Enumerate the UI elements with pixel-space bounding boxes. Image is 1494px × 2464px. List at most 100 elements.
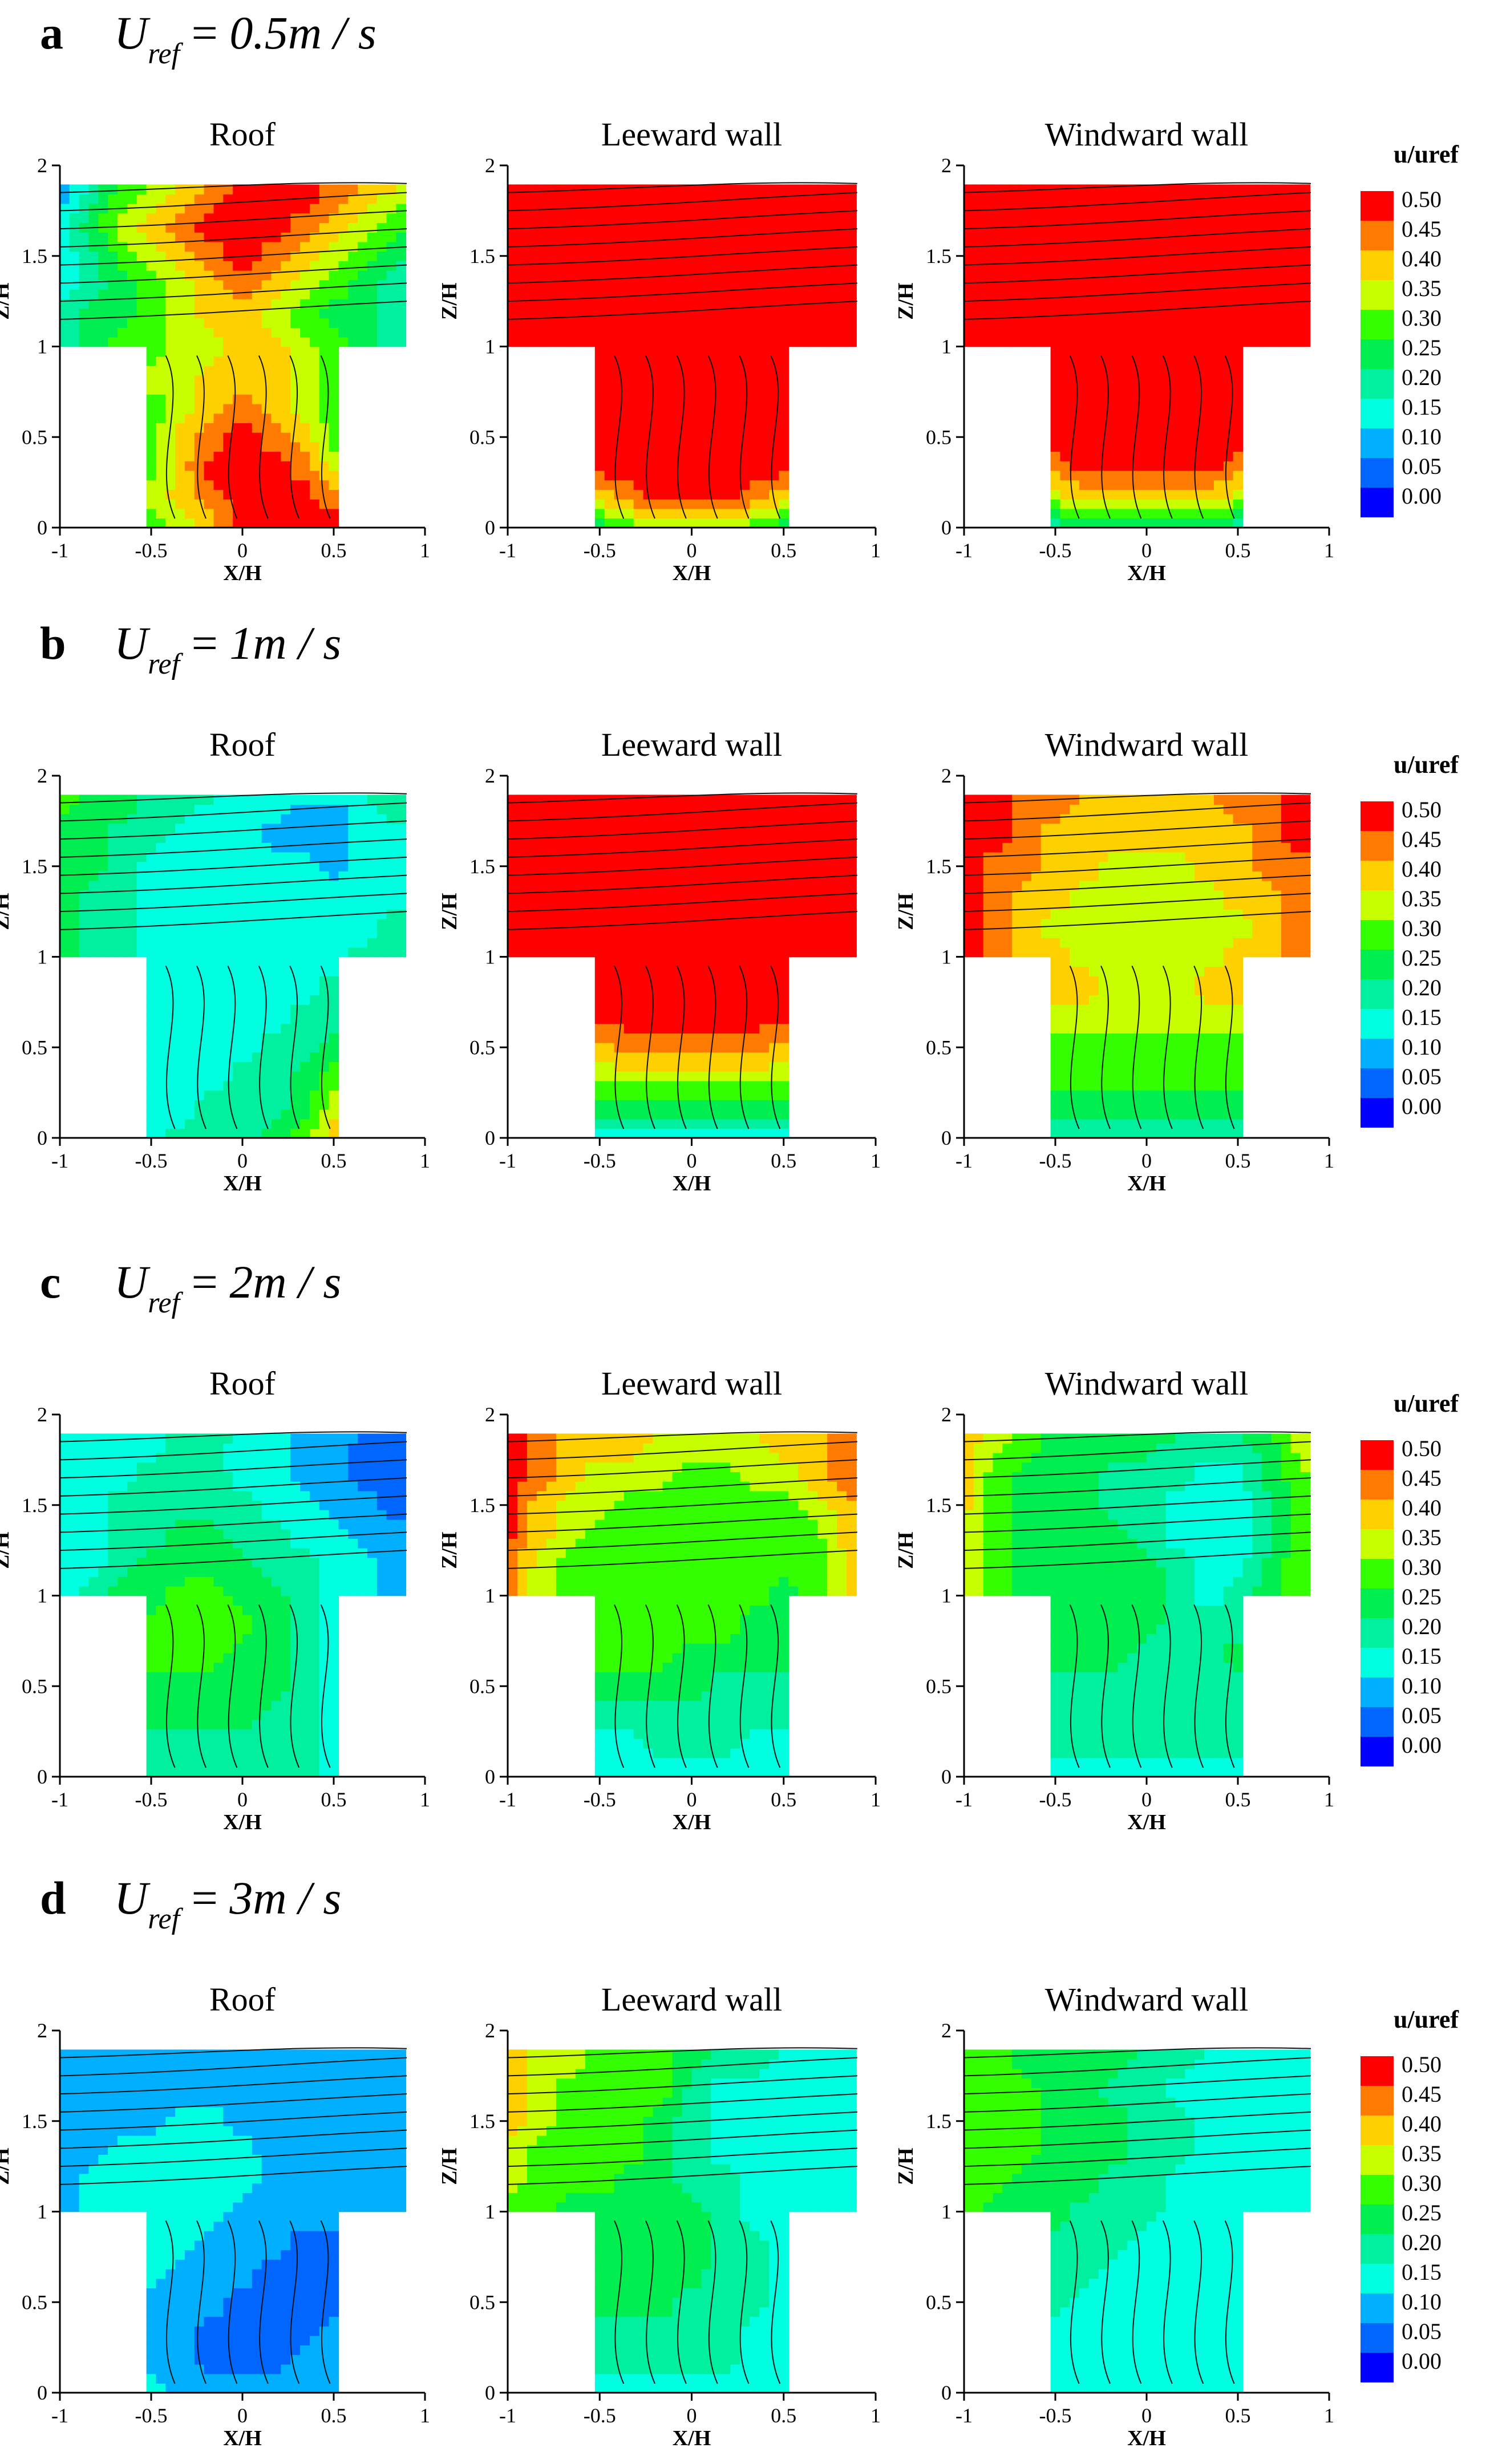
contour-cell: [517, 213, 528, 224]
contour-cell: [309, 375, 320, 386]
contour-cell: [281, 1109, 291, 1120]
contour-cell: [817, 203, 828, 214]
contour-cell: [1002, 337, 1013, 347]
contour-cell: [779, 308, 789, 319]
contour-cell: [367, 251, 378, 261]
contour-cell: [556, 909, 566, 919]
contour-cell: [1242, 203, 1253, 214]
contour-cell: [517, 938, 528, 948]
contour-cell: [720, 194, 731, 204]
contour-cell: [290, 871, 301, 881]
contour-cell: [252, 852, 262, 862]
contour-cell: [585, 327, 596, 338]
contour-cell: [691, 384, 702, 395]
contour-cell: [329, 337, 339, 347]
contour-cell: [614, 346, 625, 356]
contour-cell: [376, 232, 387, 242]
contour-cell: [88, 261, 99, 271]
contour-cell: [146, 327, 157, 338]
contour-cell: [1156, 337, 1167, 347]
contour-cell: [779, 270, 789, 281]
contour-cell: [213, 441, 224, 452]
contour-cell: [1213, 261, 1224, 271]
contour-cell: [156, 1023, 166, 1034]
contour-cell: [1050, 194, 1061, 204]
contour-cell: [386, 890, 397, 900]
x-axis-label: X/H: [1127, 561, 1166, 585]
contour-cell: [319, 938, 330, 948]
contour-cell: [556, 298, 566, 309]
contour-cell: [730, 928, 741, 938]
streamline: [165, 965, 176, 1129]
contour-cell: [711, 966, 722, 976]
contour-cell: [367, 270, 378, 281]
contour-cell: [759, 1052, 770, 1063]
contour-cell: [194, 384, 205, 395]
contour-cell: [720, 441, 731, 452]
contour-cell: [338, 337, 349, 347]
contour-cell: [194, 852, 205, 862]
contour-cell: [367, 241, 378, 252]
contour-cell: [175, 279, 185, 290]
contour-cell: [614, 1128, 625, 1138]
contour-cell: [517, 899, 528, 910]
contour-cell: [730, 451, 741, 461]
contour-cell: [759, 480, 770, 490]
contour-cell: [233, 327, 243, 338]
contour-cell: [184, 499, 195, 509]
contour-cell: [175, 441, 185, 452]
contour-cell: [69, 318, 80, 328]
contour-cell: [536, 194, 547, 204]
contour-cell: [204, 957, 214, 967]
contour-cell: [750, 451, 760, 461]
contour-cell: [720, 251, 731, 261]
contour-cell: [358, 279, 368, 290]
contour-cell: [788, 222, 799, 233]
contour-cell: [614, 947, 625, 958]
contour-cell: [338, 184, 349, 194]
contour-cell: [233, 1042, 243, 1053]
contour-cell: [329, 813, 339, 824]
contour-cell: [175, 1100, 185, 1110]
contour-cell: [60, 861, 70, 872]
contour-cell: [546, 337, 557, 347]
contour-cell: [290, 909, 301, 919]
contour-cell: [769, 346, 780, 356]
contour-cell: [837, 938, 847, 948]
contour-cell: [194, 1014, 205, 1024]
contour-cell: [309, 1014, 320, 1024]
contour-cell: [319, 909, 330, 919]
contour-cell: [136, 938, 147, 948]
contour-cell: [242, 1118, 253, 1129]
axes: [52, 775, 426, 1146]
contour-cell: [1098, 403, 1109, 414]
contour-cell: [261, 461, 272, 471]
contour-cell: [623, 1109, 634, 1120]
contour-cell: [271, 346, 282, 356]
contour-cell: [204, 975, 214, 986]
contour-cell: [1204, 365, 1214, 376]
contour-cell: [213, 508, 224, 519]
contour-cell: [750, 985, 760, 996]
contour-cell: [711, 241, 722, 252]
contour-cell: [146, 842, 157, 853]
contour-cell: [1108, 261, 1119, 271]
contour-cell: [623, 842, 634, 853]
contour-cell: [242, 1090, 253, 1100]
contour-cell: [329, 804, 339, 814]
contour-cell: [175, 804, 185, 814]
contour-cell: [527, 279, 537, 290]
contour-cell: [1118, 203, 1128, 214]
contour-cell: [1271, 298, 1282, 309]
contour-cell: [633, 298, 644, 309]
contour-cell: [242, 938, 253, 948]
contour-cell: [662, 203, 673, 214]
contour-cell: [233, 1109, 243, 1120]
y-tick-label: 0.5: [22, 425, 47, 448]
contour-cell: [1242, 289, 1253, 299]
contour-cell: [662, 194, 673, 204]
contour-cell: [536, 899, 547, 910]
contour-cell: [575, 337, 586, 347]
contour-cell: [271, 1100, 282, 1110]
contour-cell: [184, 1033, 195, 1043]
